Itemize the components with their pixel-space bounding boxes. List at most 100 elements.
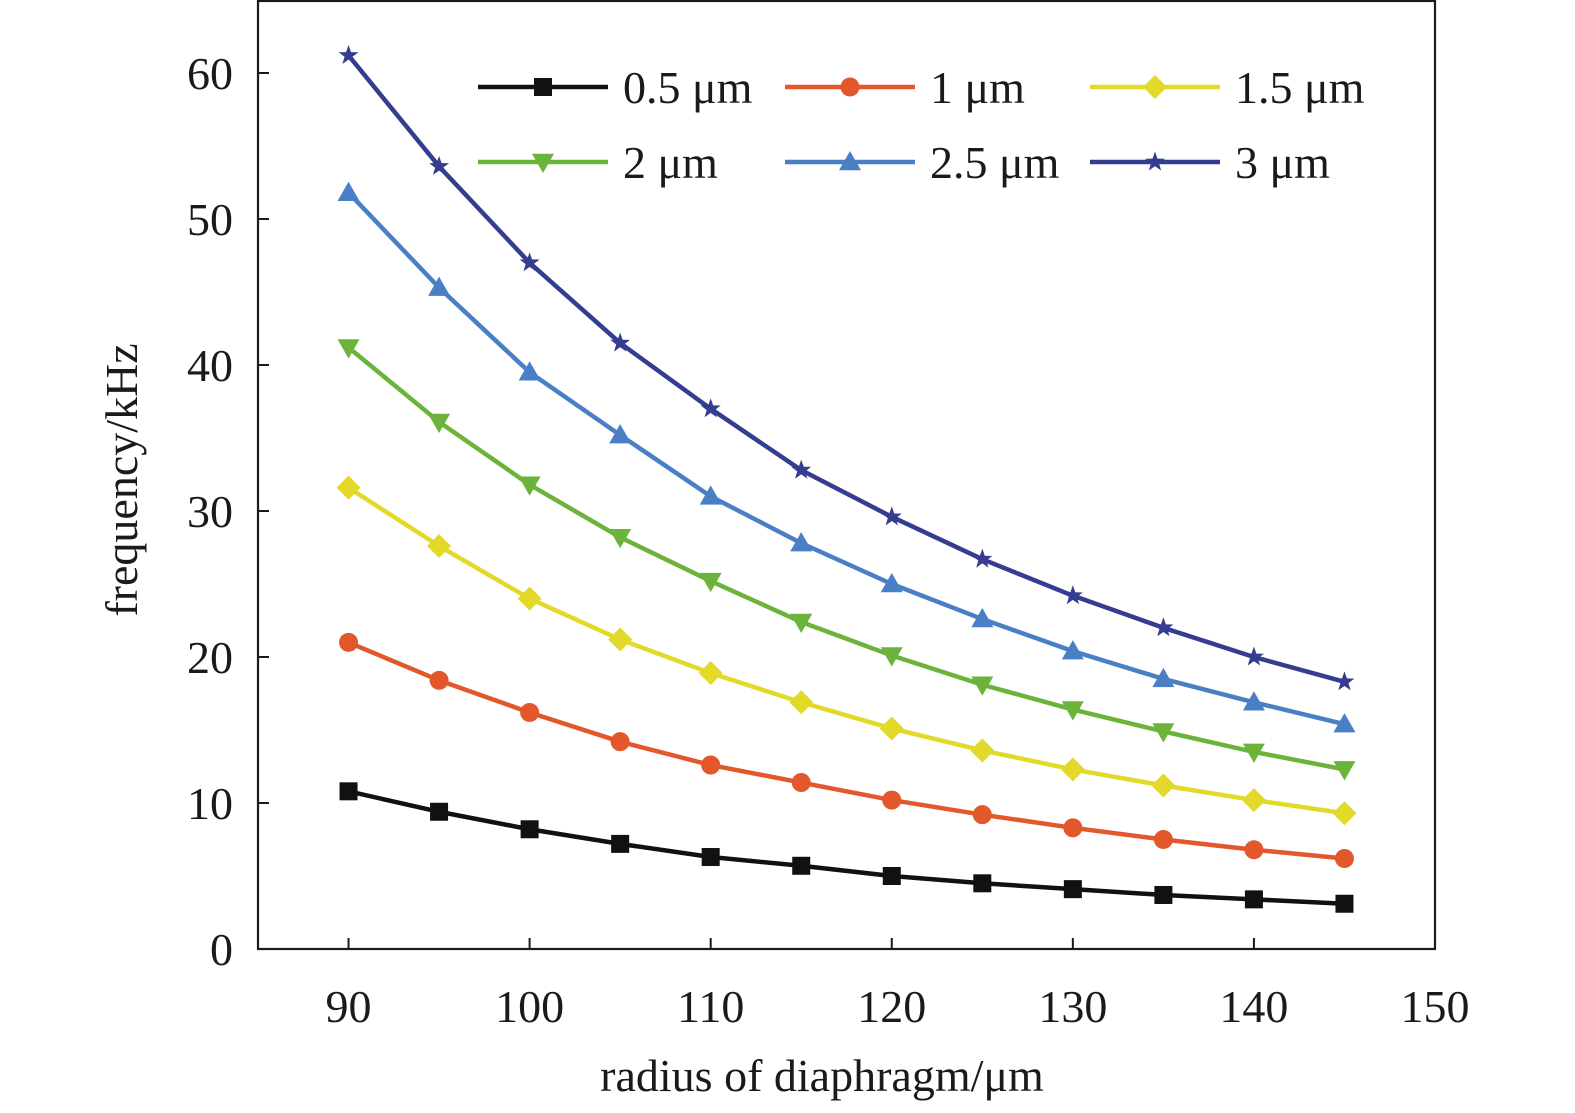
legend-marker-4 xyxy=(839,151,861,171)
y-tick-label-1: 10 xyxy=(187,778,233,829)
legend-marker-0 xyxy=(534,78,552,96)
data-point-3-2 xyxy=(518,476,541,496)
data-point-5-2 xyxy=(519,252,540,272)
legend-marker-2 xyxy=(1143,75,1167,99)
legend-label-3: 2 μm xyxy=(623,137,718,188)
data-point-3-5 xyxy=(790,613,813,633)
data-point-5-11 xyxy=(1334,671,1355,691)
y-tick-label-5: 50 xyxy=(187,194,233,245)
legend-item-0: 0.5 μm xyxy=(478,62,753,113)
data-point-2-5 xyxy=(789,690,814,715)
legend-item-1: 1 μm xyxy=(785,62,1025,113)
data-point-2-1 xyxy=(427,534,452,559)
legend-marker-3 xyxy=(532,153,554,173)
data-point-4-7 xyxy=(971,608,994,628)
legend-marker-5 xyxy=(1145,151,1165,171)
legend-label-5: 3 μm xyxy=(1235,137,1330,188)
data-point-3-8 xyxy=(1061,701,1084,721)
data-point-1-3 xyxy=(610,732,630,752)
data-point-3-3 xyxy=(609,529,632,549)
data-point-0-6 xyxy=(882,867,901,885)
data-point-2-11 xyxy=(1332,801,1357,826)
legend: 0.5 μm 1 μm 1.5 μm 2 μm 2.5 μm 3 μm xyxy=(478,62,1365,188)
data-point-0-11 xyxy=(1335,894,1354,913)
data-point-1-7 xyxy=(972,805,992,825)
data-point-4-1 xyxy=(428,276,451,296)
data-point-1-8 xyxy=(1063,818,1083,838)
data-point-1-2 xyxy=(520,702,540,722)
data-point-2-4 xyxy=(698,661,723,686)
data-point-1-11 xyxy=(1334,848,1354,868)
series-2 xyxy=(336,475,1357,826)
data-point-3-9 xyxy=(1152,723,1175,743)
data-point-0-5 xyxy=(792,856,811,875)
x-tick-label-4: 130 xyxy=(1038,981,1107,1032)
data-point-5-10 xyxy=(1243,646,1264,666)
data-point-5-5 xyxy=(791,459,812,479)
x-tick-label-0: 90 xyxy=(326,981,372,1032)
data-point-0-8 xyxy=(1063,880,1082,899)
x-tick-label-1: 100 xyxy=(495,981,564,1032)
data-point-3-1 xyxy=(428,413,451,433)
legend-label-4: 2.5 μm xyxy=(930,137,1060,188)
data-point-3-6 xyxy=(880,647,903,667)
data-point-4-2 xyxy=(518,361,541,381)
data-point-2-2 xyxy=(517,586,542,611)
data-point-3-0 xyxy=(337,339,360,359)
x-axis-label: radius of diaphragm/μm xyxy=(600,1050,1044,1101)
data-point-2-7 xyxy=(970,738,995,763)
y-tick-label-4: 40 xyxy=(187,340,233,391)
x-tick-label-2: 110 xyxy=(677,981,744,1032)
y-axis-label: frequency/kHz xyxy=(96,343,147,616)
legend-label-2: 1.5 μm xyxy=(1235,62,1365,113)
series-line-2 xyxy=(346,485,1347,816)
data-point-5-7 xyxy=(972,548,993,568)
data-point-5-3 xyxy=(610,332,631,352)
data-point-3-11 xyxy=(1333,761,1356,781)
data-point-1-4 xyxy=(701,755,721,775)
data-point-5-9 xyxy=(1153,617,1174,637)
series-1 xyxy=(339,632,1354,868)
series-5 xyxy=(338,44,1355,691)
data-point-0-2 xyxy=(520,820,539,839)
y-tick-label-0: 0 xyxy=(210,924,233,975)
legend-label-1: 1 μm xyxy=(930,62,1025,113)
series-0 xyxy=(339,782,1354,913)
y-tick-label-6: 60 xyxy=(187,48,233,99)
data-point-2-10 xyxy=(1241,788,1266,813)
data-point-3-4 xyxy=(699,572,722,593)
legend-item-2: 1.5 μm xyxy=(1090,62,1365,113)
data-point-2-9 xyxy=(1151,773,1176,798)
data-point-0-10 xyxy=(1244,890,1263,909)
x-tick-label-6: 150 xyxy=(1401,981,1470,1032)
data-point-5-6 xyxy=(881,506,902,526)
series-line-1 xyxy=(346,640,1347,861)
data-point-4-4 xyxy=(699,485,722,505)
data-point-5-0 xyxy=(338,44,359,64)
data-point-0-1 xyxy=(430,802,449,821)
legend-item-4: 2.5 μm xyxy=(785,137,1060,188)
plot-area xyxy=(336,44,1357,913)
legend-marker-1 xyxy=(840,77,860,97)
data-point-4-8 xyxy=(1061,640,1084,660)
data-point-1-10 xyxy=(1244,840,1264,860)
data-point-0-3 xyxy=(611,834,630,853)
data-point-5-1 xyxy=(429,155,450,175)
data-point-2-0 xyxy=(336,475,361,500)
series-4 xyxy=(337,181,1356,733)
data-point-4-5 xyxy=(790,532,813,552)
data-point-0-9 xyxy=(1154,885,1173,904)
data-point-2-6 xyxy=(879,716,904,741)
data-point-4-10 xyxy=(1242,691,1265,711)
data-point-2-3 xyxy=(608,627,633,652)
data-point-1-1 xyxy=(429,670,449,690)
data-point-4-6 xyxy=(880,573,903,593)
legend-item-5: 3 μm xyxy=(1090,137,1330,188)
y-tick-label-3: 30 xyxy=(187,486,233,537)
axes: 90 100 110 120 130 140 150 0 10 20 30 40 50 60 xyxy=(187,0,1470,1032)
x-tick-label-5: 140 xyxy=(1219,981,1288,1032)
series-line-4 xyxy=(346,190,1347,727)
data-point-2-8 xyxy=(1060,757,1085,782)
series-3 xyxy=(337,339,1356,781)
